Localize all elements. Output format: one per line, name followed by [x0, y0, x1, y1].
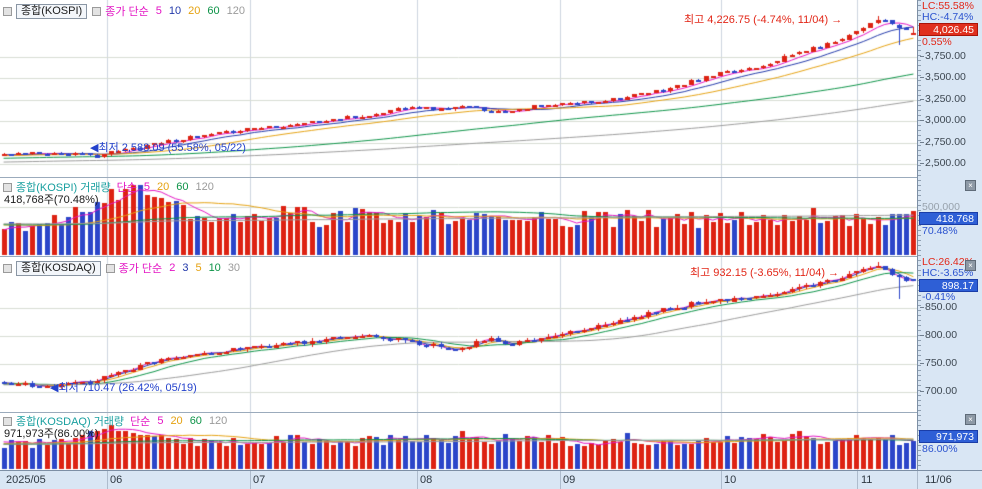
close-icon[interactable]: × — [965, 414, 976, 425]
panel-handle-icon[interactable] — [3, 182, 12, 192]
axis-label-kospi-volume: 418,768 — [919, 212, 978, 225]
date-axis-separator — [417, 471, 418, 489]
panel-handle-icon[interactable] — [3, 6, 12, 16]
close-icon[interactable]: × — [965, 180, 976, 191]
axis-label-kospi: 3,750.00 — [920, 50, 966, 63]
date-tick-label: 07 — [253, 474, 266, 486]
ma-label-3: 3 — [182, 262, 189, 274]
panel-handle-icon[interactable] — [3, 416, 12, 426]
ma-label-2: 2 — [169, 262, 176, 274]
kosdaq-price-chart[interactable] — [0, 257, 917, 412]
ma-label-60: 60 — [189, 415, 202, 427]
kosdaq-title-button[interactable]: 종합(KOSDAQ) — [16, 260, 101, 276]
panel-handle-icon[interactable] — [92, 6, 102, 16]
axis-label-kospi: 4,026.45 — [919, 23, 978, 36]
date-tick-label: 08 — [420, 474, 433, 486]
kosdaq-volume-chart[interactable] — [0, 413, 917, 470]
axis-label-kospi: 2,500.00 — [920, 157, 966, 170]
axis-label-kosdaq: -0.41% — [922, 291, 956, 303]
kosdaq-volume-readout: 971,973주(86.00%) — [4, 428, 99, 440]
ma-label-60: 60 — [207, 5, 220, 17]
axis-label-kospi-volume: 500,000 — [922, 201, 960, 213]
axis-label-kospi: 2,750.00 — [920, 136, 966, 149]
panel-handle-icon[interactable] — [3, 263, 12, 273]
kospi-volume-header: 종합(KOSPI) 거래량 단순 5 20 60 120 — [3, 179, 221, 195]
kospi-price-panel: 종합(KOSPI) 종가 단순 5 10 20 60 120 최고 4,226.… — [0, 0, 917, 177]
axis-label-kosdaq: HC:-3.65% — [922, 267, 974, 279]
axis-label-kosdaq: 700.00 — [919, 385, 957, 398]
legend-prefix: 단순 — [116, 182, 137, 194]
axis-label-kospi: LC:55.58% — [922, 0, 974, 12]
ma-label-20: 20 — [156, 181, 170, 193]
ma-label-60: 60 — [176, 181, 189, 193]
ma-label-5: 5 — [157, 415, 164, 427]
axis-label-kosdaq-volume: 971,973 — [919, 430, 978, 443]
axis-label-kospi-volume: 70.48% — [922, 225, 958, 237]
kospi-volume-readout: 418,768주(70.48%) — [4, 194, 99, 206]
axis-label-kospi: HC:-4.74% — [922, 11, 974, 23]
date-axis-separator — [917, 471, 918, 489]
date-tick-label: 06 — [110, 474, 123, 486]
close-icon[interactable]: × — [965, 260, 976, 271]
axis-label-kosdaq: 800.00 — [919, 329, 957, 342]
kospi-low-annotation: ◀최저 2,588.09 (55.58%, 05/22) — [90, 142, 246, 154]
kospi-title-button[interactable]: 종합(KOSPI) — [16, 3, 88, 19]
ma-label-120: 120 — [195, 181, 214, 193]
right-axis-column[interactable]: × × × LC:55.58% HC:-4.74% 4,026.45 0.55% 3,7… — [917, 0, 982, 489]
kospi-high-annotation: 최고 4,226.75 (-4.74%, 11/04) → — [684, 14, 843, 26]
axis-label-kosdaq: 750.00 — [919, 357, 957, 370]
axis-label-kospi: 3,500.00 — [920, 71, 966, 84]
ma-label-20: 20 — [170, 415, 183, 427]
axis-label-kosdaq: 850.00 — [919, 301, 957, 314]
date-axis-separator — [250, 471, 251, 489]
axis-label-kosdaq: 898.17 — [919, 279, 978, 292]
axis-label-kospi: 0.55% — [922, 36, 952, 48]
kospi-volume-panel: 종합(KOSPI) 거래량 단순 5 20 60 120 418,768주(70… — [0, 178, 917, 256]
panel-splitter[interactable] — [0, 256, 982, 257]
date-axis-separator — [857, 471, 858, 489]
date-axis[interactable]: 2025/05 06 07 08 09 10 11 11/06 — [0, 470, 982, 489]
axis-label-kospi: 3,000.00 — [920, 114, 966, 127]
ma-label-30: 30 — [227, 262, 241, 274]
date-tick-label: 2025/05 — [6, 474, 46, 486]
legend-prefix: 단순 — [130, 416, 151, 428]
date-axis-separator — [721, 471, 722, 489]
ma-label-10: 10 — [168, 5, 182, 17]
ma-label-120: 120 — [226, 5, 245, 17]
kosdaq-panel-header: 종합(KOSDAQ) 종가 단순 2 3 5 10 30 — [3, 260, 247, 276]
kosdaq-high-annotation: 최고 932.15 (-3.65%, 11/04) → — [690, 267, 840, 279]
legend-prefix: 종가 단순 — [118, 263, 163, 275]
date-end-label: 11/06 — [925, 474, 952, 486]
panel-splitter[interactable] — [0, 412, 982, 413]
kosdaq-volume-title: 종합(KOSDAQ) 거래량 — [16, 416, 125, 428]
kospi-volume-chart[interactable] — [0, 178, 917, 256]
kosdaq-price-panel: 종합(KOSDAQ) 종가 단순 2 3 5 10 30 최고 932.15 (… — [0, 257, 917, 412]
kospi-price-chart[interactable] — [0, 0, 917, 177]
date-tick-label: 09 — [563, 474, 576, 486]
panel-handle-icon[interactable] — [105, 263, 115, 273]
kospi-panel-header: 종합(KOSPI) 종가 단순 5 10 20 60 120 — [3, 3, 252, 19]
axis-label-kosdaq-volume: 86.00% — [922, 443, 958, 455]
kosdaq-volume-header: 종합(KOSDAQ) 거래량 단순 5 20 60 120 — [3, 413, 234, 429]
ma-label-10: 10 — [208, 262, 221, 274]
axis-label-kospi: 3,250.00 — [920, 93, 966, 106]
ma-label-5: 5 — [155, 5, 162, 17]
kosdaq-volume-panel: 종합(KOSDAQ) 거래량 단순 5 20 60 120 971,973주(8… — [0, 413, 917, 470]
kospi-volume-title: 종합(KOSPI) 거래량 — [16, 182, 111, 194]
ma-label-5: 5 — [143, 181, 150, 193]
kosdaq-low-annotation: ◀최저 710.47 (26.42%, 05/19) — [50, 382, 197, 394]
axis-label-kosdaq: LC:26.42% — [922, 256, 974, 268]
ma-label-120: 120 — [208, 415, 228, 427]
panel-splitter[interactable] — [0, 177, 982, 178]
ma-label-20: 20 — [188, 5, 201, 17]
date-axis-separator — [107, 471, 108, 489]
date-axis-separator — [560, 471, 561, 489]
date-tick-label: 11 — [861, 474, 873, 486]
legend-prefix: 종가 단순 — [105, 6, 149, 18]
date-tick-label: 10 — [724, 474, 737, 486]
ma-label-5: 5 — [195, 262, 202, 274]
